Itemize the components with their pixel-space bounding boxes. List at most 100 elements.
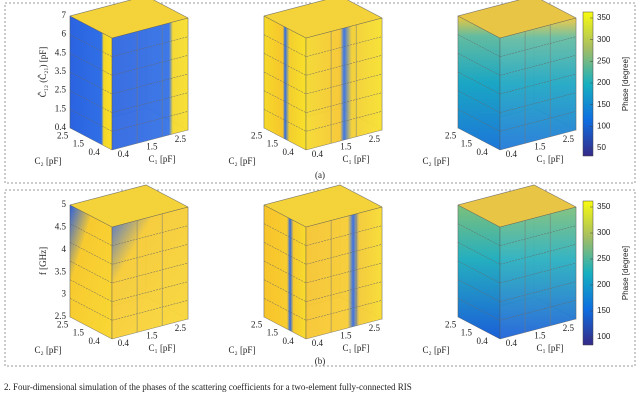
x-tick-label: 2.5 [563, 323, 575, 333]
y-tick-label: 2.5 [251, 319, 263, 329]
y-tick-label: 0.4 [88, 336, 100, 346]
z-tick-label: 2.5 [55, 311, 67, 321]
slice-line [69, 34, 189, 57]
x-tick-label: 0.4 [312, 338, 324, 348]
y-axis-label: C₂ [pF] [423, 156, 450, 166]
x-axis-label: C₁ [pF] [149, 154, 176, 164]
x-tick-label: 0.4 [312, 149, 324, 159]
z-tick-label: 2.5 [55, 85, 67, 95]
slice-line [69, 71, 189, 95]
y-tick-label: 2.5 [445, 319, 457, 329]
slice-line [263, 71, 383, 95]
y-tick-label: 0.4 [282, 336, 294, 346]
slice-line [263, 279, 383, 302]
slice-line [69, 260, 189, 284]
slice-line [263, 223, 383, 246]
top-face [457, 0, 577, 39]
slice-line [457, 71, 577, 95]
panel-label: (b) [315, 356, 326, 366]
y-tick-label: 0.4 [476, 147, 488, 157]
slice-line [69, 109, 189, 132]
x-axis-label: C₁ [pF] [343, 343, 370, 353]
colorbar-label: Phase [degree] [621, 246, 630, 300]
y-tick-label: 2.5 [251, 130, 263, 140]
colorbar-tick-label: 200 [597, 280, 611, 289]
slice-face [263, 15, 307, 151]
slice-line [69, 90, 189, 113]
slice-line [263, 109, 383, 132]
slice-line [457, 34, 577, 57]
colorbar-tick-label: 50 [597, 143, 606, 152]
z-tick-label: 3 [62, 289, 67, 299]
slice-face [111, 206, 189, 340]
panel-label: (a) [315, 170, 325, 180]
top-face [457, 184, 577, 228]
slice-line [263, 53, 383, 76]
z-tick-label: 5 [62, 199, 67, 209]
x-tick-label: 0.4 [118, 149, 130, 159]
y-tick-label: 2.5 [445, 130, 457, 140]
slice-line [457, 90, 577, 113]
slice-line [457, 109, 577, 132]
y-tick-label: 2.5 [57, 130, 69, 140]
z-tick-label: 3.5 [55, 66, 67, 76]
x-axis-label: C₁ [pF] [343, 154, 370, 164]
top-face [263, 0, 383, 39]
x-axis-label: C₁ [pF] [537, 343, 564, 353]
y-tick-label: 1.5 [73, 139, 85, 149]
slice-line [69, 242, 189, 265]
slice-line [457, 242, 577, 265]
z-axis-label: f [GHz] [38, 247, 48, 275]
slice-face [69, 204, 113, 340]
y-tick-label: 0.4 [476, 336, 488, 346]
z-tick-label: 4.5 [55, 47, 67, 57]
z-tick-label: 4.5 [55, 221, 67, 231]
slice-line [263, 242, 383, 265]
slice-line [263, 34, 383, 57]
z-tick-label: 7 [62, 10, 67, 20]
slice-face [263, 204, 307, 340]
slice-face [111, 17, 189, 151]
x-tick-label: 1.5 [534, 142, 546, 152]
colorbar-tick-label: 250 [597, 56, 611, 65]
x-tick-label: 0.4 [118, 338, 130, 348]
y-tick-label: 0.4 [282, 147, 294, 157]
slice-face [305, 206, 383, 340]
x-tick-label: 1.5 [146, 142, 158, 152]
slice-face [457, 204, 501, 340]
y-tick-label: 1.5 [267, 139, 279, 149]
x-tick-label: 2.5 [369, 323, 381, 333]
slice-line [263, 260, 383, 284]
top-face [69, 0, 189, 39]
colorbar-tick-label: 200 [597, 78, 611, 87]
colorbar [582, 200, 594, 346]
slice-line [69, 223, 189, 246]
slice-line [69, 53, 189, 76]
x-tick-label: 1.5 [340, 331, 352, 341]
z-tick-label: 3.5 [55, 266, 67, 276]
colorbar-tick-label: 350 [597, 13, 611, 22]
slice-face [499, 17, 577, 151]
x-tick-label: 1.5 [146, 331, 158, 341]
x-axis-label: C₁ [pF] [149, 343, 176, 353]
y-axis-label: C₂ [pF] [229, 156, 256, 166]
panel-frame [4, 189, 636, 367]
slice-face [305, 17, 383, 151]
y-tick-label: 2.5 [57, 319, 69, 329]
top-face [69, 184, 189, 228]
x-axis-label: C₁ [pF] [537, 154, 564, 164]
y-tick-label: 1.5 [267, 328, 279, 338]
y-tick-label: 1.5 [461, 328, 473, 338]
colorbar-tick-label: 150 [597, 306, 611, 315]
z-tick-label: 0.4 [55, 122, 67, 132]
panel-frame [4, 2, 636, 184]
x-tick-label: 0.4 [506, 338, 518, 348]
z-axis-label: Ĉ₁₂ (Ĉ₂₁) [pF] [38, 47, 48, 98]
slice-line [457, 298, 577, 321]
y-tick-label: 0.4 [88, 147, 100, 157]
y-axis-label: C₂ [pF] [35, 345, 62, 355]
y-axis-label: C₂ [pF] [35, 156, 62, 166]
x-tick-label: 1.5 [340, 142, 352, 152]
slice-line [457, 260, 577, 284]
